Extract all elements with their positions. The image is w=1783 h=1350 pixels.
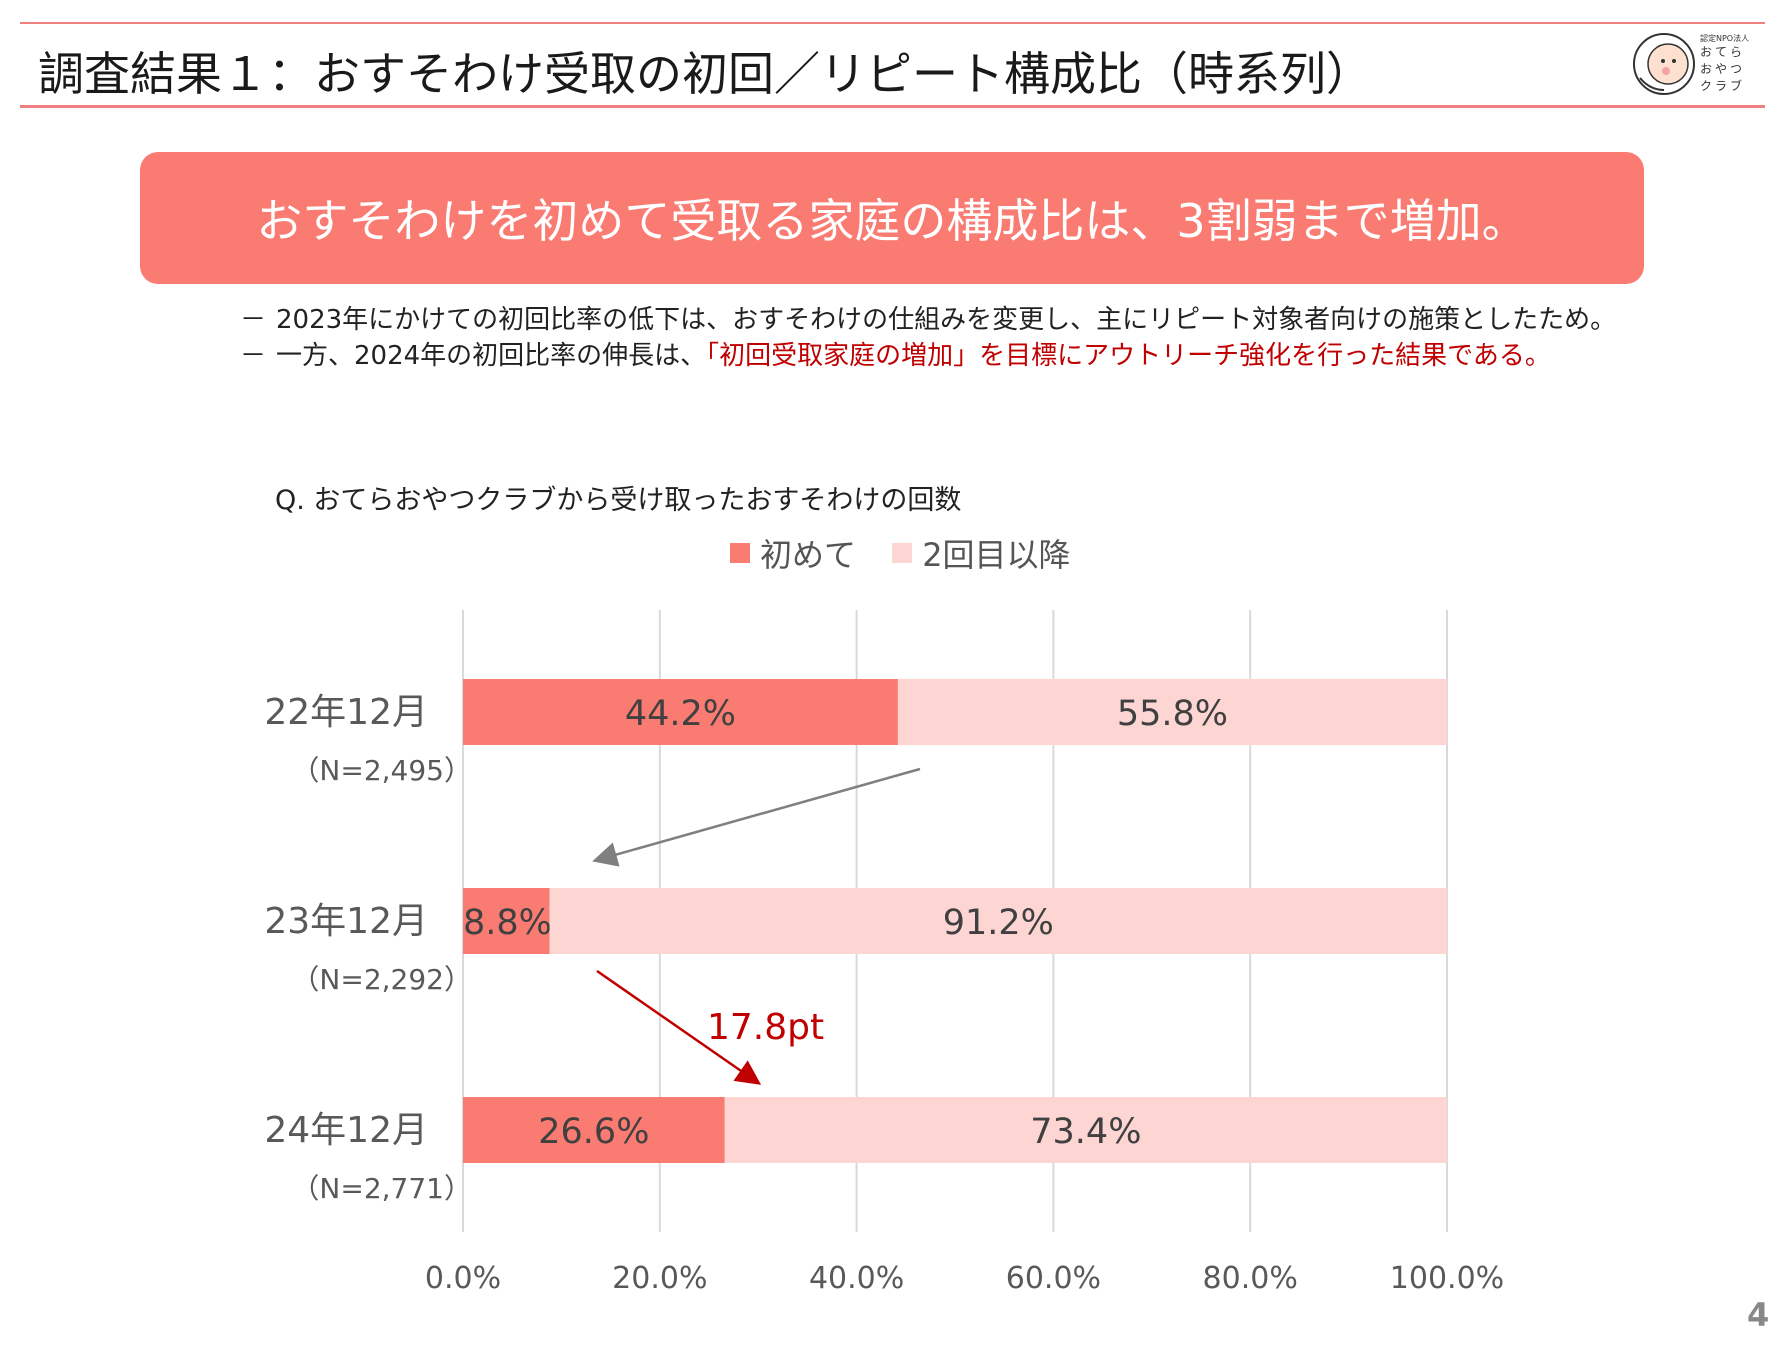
category-sample-size: （N=2,495） (291, 754, 472, 787)
x-tick-label: 40.0% (809, 1261, 904, 1296)
x-tick-label: 80.0% (1203, 1261, 1298, 1296)
data-label: 55.8% (1117, 694, 1228, 734)
survey-question: Q. おてらおやつクラブから受け取ったおすそわけの回数 (275, 485, 962, 516)
legend-swatch-first (730, 543, 750, 563)
bar-first (463, 679, 898, 745)
bullet-list: － 2023年にかけての初回比率の低下は、おすそわけの仕組みを変更し、主にリピート… (240, 302, 1616, 374)
bullet-highlight-text: 「初回受取家庭の増加」を目標にアウトリーチ強化を行った結果である。 (706, 341, 1551, 371)
logo-line-3: クラブ (1700, 79, 1746, 93)
logo-face-icon (1633, 33, 1695, 95)
x-tick-label: 100.0% (1390, 1261, 1504, 1296)
key-message-banner: おすそわけを初めて受取る家庭の構成比は、3割弱まで増加。 (140, 152, 1644, 284)
category-sample-size: （N=2,292） (291, 963, 472, 996)
data-label: 44.2% (625, 694, 736, 734)
key-message-text: おすそわけを初めて受取る家庭の構成比は、3割弱まで増加。 (256, 194, 1528, 248)
increase-annotation-label: 17.8pt (707, 1007, 824, 1048)
bullet-text: 一方、2024年の初回比率の伸長は、 (276, 341, 707, 371)
bullet-item: － 2023年にかけての初回比率の低下は、おすそわけの仕組みを変更し、主にリピート… (240, 302, 1616, 338)
title-bar: 調査結果１：おすそわけ受取の初回／リピート構成比（時系列） (20, 22, 1765, 108)
arrow-increase (596, 969, 762, 1085)
bar-repeat (549, 888, 1447, 954)
legend-swatch-repeat (892, 543, 913, 563)
logo-line-1: おてら (1700, 45, 1746, 59)
data-label: 26.6% (538, 1112, 649, 1152)
category-label: 24年12月 (264, 1110, 428, 1151)
title-top-rule (20, 22, 1765, 24)
logo-text: 認定NPO法人 おてら おやつ クラブ (1700, 34, 1749, 95)
legend-label-first: 初めて (760, 536, 857, 574)
arrow-decrease (592, 767, 921, 867)
bar-repeat (724, 1097, 1447, 1163)
legend-label-repeat: 2回目以降 (922, 536, 1071, 574)
page-title: 調査結果１：おすそわけ受取の初回／リピート構成比（時系列） (38, 47, 1372, 101)
otera-oyatsu-club-logo: 認定NPO法人 おてら おやつ クラブ (1630, 28, 1765, 100)
bullet-text: 2023年にかけての初回比率の低下は、おすそわけの仕組みを変更し、主にリピート対… (276, 305, 1617, 335)
data-label: 91.2% (943, 903, 1054, 943)
logo-small-text: 認定NPO法人 (1700, 34, 1750, 43)
bullet-dash: － (240, 305, 267, 335)
x-tick-label: 20.0% (612, 1261, 707, 1296)
category-sample-size: （N=2,771） (291, 1172, 472, 1205)
category-label: 23年12月 (264, 901, 428, 942)
logo-line-2: おやつ (1700, 62, 1746, 76)
bar-first (463, 888, 550, 954)
bar-first (463, 1097, 725, 1163)
bullet-dash: － (240, 341, 267, 371)
x-tick-label: 60.0% (1006, 1261, 1101, 1296)
bar-repeat (897, 679, 1447, 745)
legend-item-repeat: 2回目以降 (892, 530, 1071, 576)
legend-item-first: 初めて (730, 530, 856, 576)
data-label: 73.4% (1030, 1112, 1141, 1152)
category-label: 22年12月 (264, 692, 428, 733)
x-tick-label: 0.0% (425, 1261, 501, 1296)
chart-legend: 初めて 2回目以降 (730, 530, 1097, 576)
bullet-item: － 一方、2024年の初回比率の伸長は、「初回受取家庭の増加」を目標にアウトリーチ… (240, 338, 1616, 374)
title-bottom-rule (20, 105, 1765, 108)
data-label: 8.8% (463, 903, 552, 943)
page-number: 4 (1747, 1296, 1770, 1334)
